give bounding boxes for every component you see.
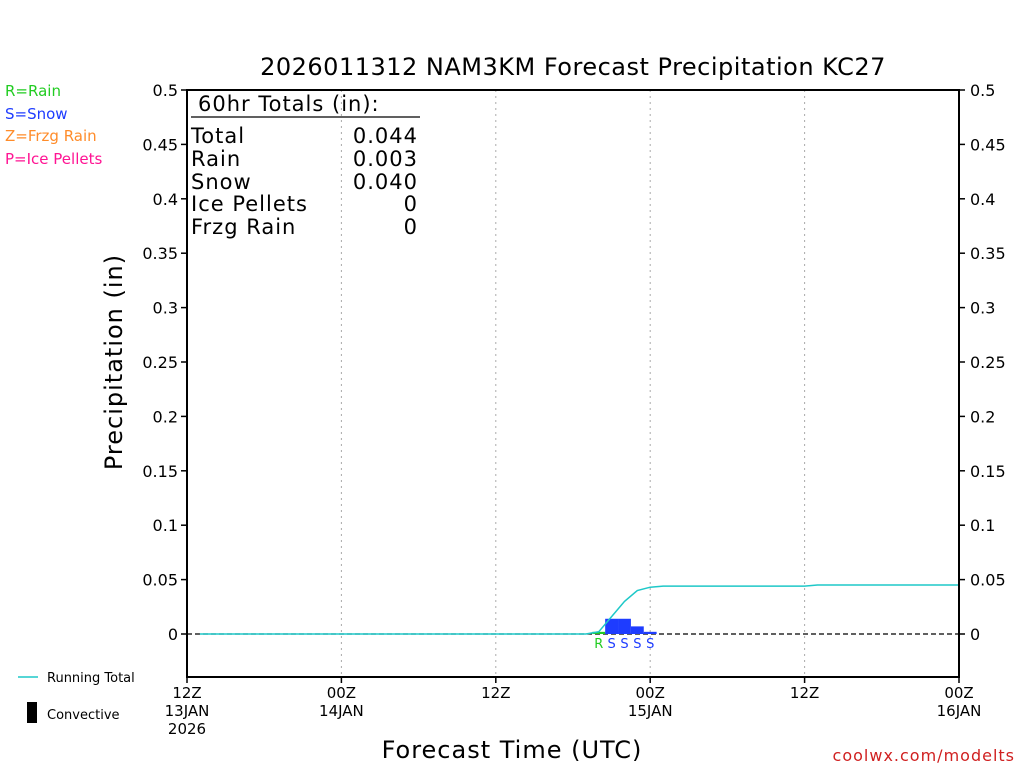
credit-text: coolwx.com/modelts <box>833 746 1015 765</box>
running-total-line <box>199 584 959 635</box>
y-tick-label-left: 0.35 <box>142 244 178 263</box>
ptype-label-snow: S <box>646 637 654 652</box>
totals-label-ice-pellets: Ice Pellets <box>191 192 308 216</box>
ptype-label-rain: R <box>594 637 603 652</box>
x-tick-label: 13JAN <box>165 702 210 720</box>
x-tick-label: 00Z <box>636 684 665 702</box>
y-tick-label-left: 0.45 <box>142 135 178 154</box>
y-tick-label-right: 0 <box>970 625 980 644</box>
y-tick-label-left: 0.05 <box>142 571 178 590</box>
y-tick-label-right: 0.1 <box>970 516 995 535</box>
totals-label-total: Total <box>190 124 245 148</box>
chart-title: 2026011312 NAM3KM Forecast Precipitation… <box>260 53 886 81</box>
legend-snow: S=Snow <box>5 105 68 123</box>
totals-value-snow: 0.040 <box>353 170 418 194</box>
convective-legend-swatch <box>27 702 37 723</box>
y-tick-label-left: 0.2 <box>153 407 178 426</box>
x-tick-label: 16JAN <box>937 702 982 720</box>
precip-bars <box>592 618 657 634</box>
legend-ice-pellets: P=Ice Pellets <box>5 150 102 168</box>
precip-bar-snow <box>605 618 619 634</box>
x-tick-label: 00Z <box>944 684 973 702</box>
x-tick-label: 12Z <box>172 684 201 702</box>
precip-bar-snow <box>618 618 631 634</box>
totals-header: 60hr Totals (in): <box>198 92 380 116</box>
legend-convective: Convective <box>47 708 120 723</box>
x-tick-label: 15JAN <box>628 702 673 720</box>
legend-rain: R=Rain <box>5 82 61 100</box>
gridlines <box>187 90 959 677</box>
x-tick-label: 12Z <box>790 684 819 702</box>
y-tick-label-left: 0.5 <box>153 81 178 100</box>
y-tick-label-left: 0 <box>168 625 178 644</box>
y-tick-label-left: 0.4 <box>153 190 178 209</box>
ptype-label-snow: S <box>620 637 628 652</box>
y-tick-label-left: 0.25 <box>142 353 178 372</box>
precip-bar-snow <box>630 626 644 634</box>
x-tick-label: 2026 <box>168 720 206 738</box>
y-axis-ticks: 0 00.05 0.050.1 0.10.15 0.150.2 0.20.25 0.250.… <box>142 81 1005 644</box>
x-tick-label: 14JAN <box>319 702 364 720</box>
y-tick-label-left: 0.3 <box>153 299 178 318</box>
y-tick-label-right: 0.15 <box>970 462 1006 481</box>
precip-bar-rain <box>592 631 606 634</box>
totals-label-frzg-rain: Frzg Rain <box>191 215 296 239</box>
plot-frame <box>186 89 960 678</box>
totals-value-total: 0.044 <box>353 124 418 148</box>
y-tick-label-left: 0.15 <box>142 462 178 481</box>
ptype-label-snow: S <box>607 637 615 652</box>
precip-bar-snow <box>643 631 657 634</box>
legend-running-total: Running Total <box>47 671 135 686</box>
totals-value-ice-pellets: 0 <box>404 192 418 216</box>
totals-label-snow: Snow <box>191 170 252 194</box>
y-tick-label-left: 0.1 <box>153 516 178 535</box>
totals-label-rain: Rain <box>191 147 241 171</box>
totals-box: 60hr Totals (in): Total 0.044 Rain 0.003… <box>190 92 420 239</box>
y-tick-label-right: 0.05 <box>970 571 1006 590</box>
y-tick-label-right: 0.3 <box>970 299 995 318</box>
y-tick-label-right: 0.4 <box>970 190 995 209</box>
legend-frzg-rain: Z=Frzg Rain <box>5 127 97 145</box>
y-tick-label-right: 0.5 <box>970 81 995 100</box>
y-axis-label: Precipitation (in) <box>100 254 128 470</box>
x-axis-label: Forecast Time (UTC) <box>382 736 643 764</box>
x-tick-label: 00Z <box>327 684 356 702</box>
x-tick-label: 12Z <box>481 684 510 702</box>
totals-value-frzg-rain: 0 <box>404 215 418 239</box>
ptype-label-snow: S <box>633 637 641 652</box>
totals-value-rain: 0.003 <box>353 147 418 171</box>
y-tick-label-right: 0.2 <box>970 407 995 426</box>
y-tick-label-right: 0.45 <box>970 135 1006 154</box>
y-tick-label-right: 0.35 <box>970 244 1006 263</box>
y-tick-label-right: 0.25 <box>970 353 1006 372</box>
running-total-series <box>199 584 959 635</box>
